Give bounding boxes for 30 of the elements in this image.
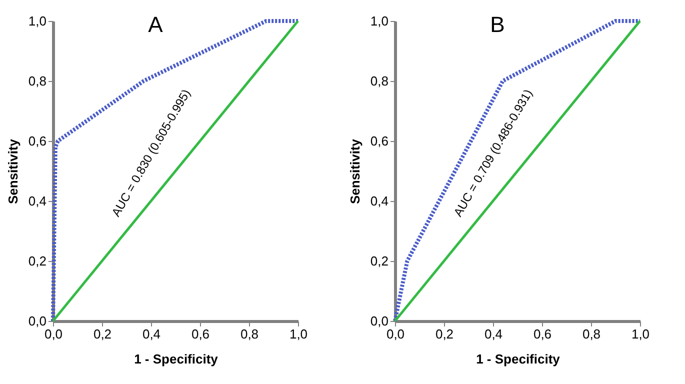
x-axis-title: 1 - Specificity [134,352,219,366]
y-tick-label: 0,2 [370,254,388,268]
x-axis-title: 1 - Specificity [476,352,561,366]
y-tick-label: 0,2 [28,254,46,268]
x-tick-label: 0,4 [484,326,503,342]
x-tick-label: 0,8 [582,326,601,342]
x-tick-label: 0,4 [142,326,161,342]
x-tick-label: 0,0 [44,326,63,342]
x-tick-label: 1,0 [289,326,308,342]
y-tick-label: 0,4 [28,194,46,208]
y-axis-title: Sensitivity [5,138,20,204]
y-tick-label: 1,0 [28,14,46,28]
y-tick-label: 0,4 [370,194,388,208]
x-tick-label: 0,0 [386,326,405,342]
x-tick-label: 0,8 [240,326,259,342]
y-tick-label: 0,6 [28,134,46,148]
x-tick-label: 0,6 [191,326,210,342]
chart-title: A [148,12,164,37]
y-tick-label: 0,8 [370,74,388,88]
x-tick-label: 0,2 [435,326,454,342]
y-tick-label: 0,8 [28,74,46,88]
y-tick-label: 0,0 [28,314,46,328]
x-tick-label: 0,2 [93,326,112,342]
chart-title: B [490,12,505,37]
y-tick-label: 0,6 [370,134,388,148]
x-tick-label: 0,6 [533,326,552,342]
y-tick-label: 1,0 [370,14,388,28]
x-tick-label: 1,0 [631,326,650,342]
y-tick-label: 0,0 [370,314,388,328]
y-axis-title: Sensitivity [347,138,362,204]
